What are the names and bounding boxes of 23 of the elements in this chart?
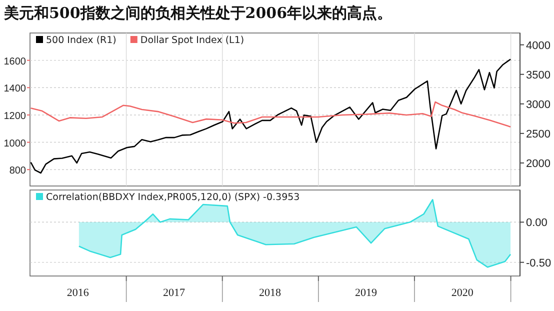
legend-label: 500 Index (R1) bbox=[46, 35, 116, 46]
y2-tick-label: 4000 bbox=[526, 40, 550, 52]
y2-tick-label: 0.00 bbox=[526, 217, 548, 230]
x-tick-label: 2017 bbox=[162, 287, 186, 299]
x-tick-label: 2018 bbox=[259, 287, 282, 299]
y2-tick-label: 3500 bbox=[526, 69, 550, 82]
x-tick-label: 2016 bbox=[66, 287, 90, 299]
y2-tick-label: 2000 bbox=[526, 158, 550, 170]
y-tick-label: 1600 bbox=[4, 56, 26, 68]
x-tick-label: 2020 bbox=[451, 287, 474, 299]
line-series bbox=[30, 101, 512, 128]
y2-tick-label: 3000 bbox=[526, 98, 550, 111]
legend-label: Dollar Spot Index (L1) bbox=[140, 35, 244, 46]
legend-label: Correlation(BBDXY Index,PR005,120,0) (SPX) -0.3953 bbox=[46, 192, 300, 203]
line-series bbox=[30, 58, 512, 174]
y-tick-label: 1400 bbox=[4, 84, 26, 95]
y-tick-label: 1200 bbox=[4, 110, 26, 122]
chart-title: 美元和500指数之间的负相关性处于2006年以来的高点。 bbox=[3, 4, 392, 22]
x-tick-label: 2019 bbox=[355, 287, 378, 299]
y2-tick-label: 2500 bbox=[526, 128, 550, 140]
y2-tick-label: -0.50 bbox=[526, 257, 552, 270]
y-tick-label: 1000 bbox=[4, 138, 26, 150]
y-tick-label: 800 bbox=[9, 166, 26, 177]
